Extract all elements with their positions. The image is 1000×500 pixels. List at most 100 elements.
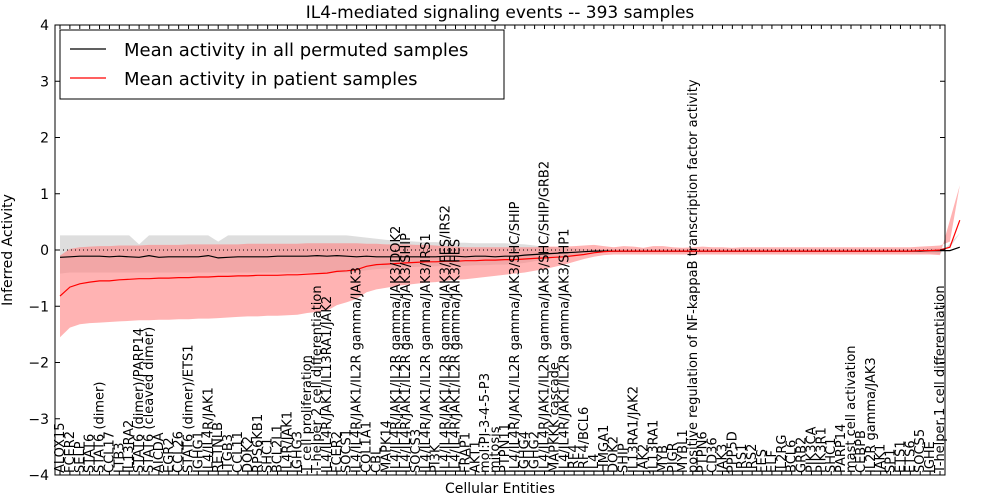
x-tick-label: PIGR xyxy=(666,442,681,473)
x-tick-label: T cell proliferation xyxy=(300,355,315,474)
x-tick-label: SHC1 xyxy=(261,438,276,473)
y-axis-label: Inferred Activity xyxy=(0,194,16,306)
x-tick-label: IL4/IL4R/JAK1/IL2R gamma/JAK3/FES xyxy=(449,239,464,473)
x-tick-label: IRF4 xyxy=(567,444,582,473)
x-tick-label: ALOX15 xyxy=(53,422,68,473)
y-tick-label: −4 xyxy=(28,468,49,484)
legend-label-permuted: Mean activity in all permuted samples xyxy=(124,40,468,61)
x-tick-label: MYBL1 xyxy=(676,429,691,473)
y-tick-label: 1 xyxy=(40,187,49,203)
x-tick-label: IL13RA1 xyxy=(646,420,661,473)
y-tick-label: −1 xyxy=(28,299,49,315)
x-tick-label: PIK3R1 xyxy=(814,427,829,473)
plot-frame xyxy=(54,24,946,476)
legend-box xyxy=(59,29,505,100)
lines-layer xyxy=(59,219,961,297)
y-tick-label: 2 xyxy=(40,131,49,147)
x-tick-label: CEBPB xyxy=(854,430,869,473)
x-tick-label: ETS1 xyxy=(893,440,908,473)
y-tick-label: 3 xyxy=(40,74,49,90)
x-tick-label: positive regulation of NF-kappaB transcr… xyxy=(686,79,701,473)
x-tick-label: IL4/IL4R/JAK1 xyxy=(201,387,216,473)
x-tick-label: SOCS5 xyxy=(913,429,928,473)
x-tick-label: CCL11 xyxy=(231,431,246,473)
x-tick-label: RETNLB xyxy=(211,422,226,473)
x-axis-label: Cellular Entities xyxy=(445,481,555,497)
bands-layer xyxy=(55,185,960,338)
x-tick-label: HMGA1 xyxy=(597,425,612,473)
x-tick-label: IL4R/JAK1 xyxy=(280,411,295,473)
x-tick-label: T-helper 2 cell differentiation xyxy=(310,285,325,474)
x-tick-label: CCL17 xyxy=(102,431,117,473)
x-tick-label: COL1A1 xyxy=(360,421,375,473)
x-tick-label: STAT6 (dimer)/PARP14 xyxy=(132,328,147,473)
x-tick-label: IL13RA2 xyxy=(122,420,137,473)
x-tick-label: MYB xyxy=(656,445,671,473)
x-tick-label: PIK3CA xyxy=(805,426,820,473)
legend: Mean activity in all permuted samples Me… xyxy=(59,29,505,100)
x-tick-label: STAT6 (dimer)/ETS1 xyxy=(182,345,197,473)
x-tick-label: IGHE xyxy=(923,441,938,473)
x-tick-label: IL2R gamma/JAK3 xyxy=(864,357,879,473)
x-tick-label: IL2RG xyxy=(775,435,790,473)
x-tick-label: JAK1 xyxy=(874,444,889,474)
x-tick-label: FCER2 xyxy=(330,431,345,473)
x-tick-label: SP1 xyxy=(884,449,899,473)
x-tick-label: IRS2 xyxy=(745,444,760,473)
x-tick-label: IGHG3 xyxy=(290,431,305,473)
x-tick-label: EGR2 xyxy=(162,437,177,473)
x-tick-label: IL4/IL4R/JAK1/IL2R gamma/JAK3/FES/IRS2 xyxy=(439,205,454,473)
x-tick-label: PARP14 xyxy=(834,424,849,473)
x-tick-label: STAT6 (dimer) xyxy=(93,382,108,473)
x-tick-label: SOCS3 xyxy=(409,429,424,473)
x-tick-label: FRAP1 xyxy=(458,432,473,473)
x-tick-label: BCL6 xyxy=(785,440,800,473)
x-tick-label: PTPN11 xyxy=(498,423,513,473)
x-tick-label: mast cell activation xyxy=(844,345,859,473)
y-tick-label: 0 xyxy=(40,243,49,259)
x-tick-label: ITGB3 xyxy=(221,434,236,473)
x-tick-label: JAK3 xyxy=(716,444,731,474)
x-tick-label: IL4/IL4R/JAK1/IL2R gamma/JAK3/SHC/SHIP/G… xyxy=(538,161,553,473)
x-tick-label: MAPKKK cascade xyxy=(547,362,562,473)
x-tick-label: IGHG4 xyxy=(518,431,533,473)
chart-title: IL4-mediated signaling events -- 393 sam… xyxy=(306,3,695,23)
x-tick-label: LTB3 xyxy=(112,442,127,473)
x-tick-label: FES xyxy=(755,449,770,473)
x-tick-label: IL13RA1/JAK2 xyxy=(627,386,642,473)
x-tick-label: IRS1 xyxy=(735,444,750,473)
x-tick-label: ELF xyxy=(765,450,780,473)
ticks-layer: −4 −3 −2 −1 0 1 2 3 4 xyxy=(28,18,945,484)
x-tick-label: MAPK14 xyxy=(379,420,394,473)
x-tick-label: ETS6 xyxy=(903,440,918,473)
x-tick-label: IGHG1 xyxy=(191,431,206,473)
x-tick-label: IL4/IL4R/JAK1/IL2R gamma/JAK3/SHIP xyxy=(399,233,414,473)
x-tick-label: SHC1 xyxy=(824,438,839,473)
x-tick-label: RPS6KB1 xyxy=(251,414,266,473)
x-tick-label: CD36 xyxy=(706,437,721,473)
x-tick-label: JAK2 xyxy=(636,444,651,474)
x-tick-label: CBL xyxy=(369,447,384,473)
x-tick-label: SOCS1 xyxy=(340,429,355,473)
x-tick-label: CCL26 xyxy=(172,431,187,473)
band-patient xyxy=(60,185,960,338)
x-tick-label: DOK2 xyxy=(241,436,256,473)
x-tick-label: IL4/IL4R/JAK1/IL2R gamma/JAK3 xyxy=(350,267,365,473)
x-tick-label: SELP xyxy=(73,441,88,473)
x-tick-label: mitosis xyxy=(488,426,503,473)
x-tick-label: IL4/IL4R/JAK1/IL2R gamma/JAK3/DOK2 xyxy=(389,226,404,473)
x-tick-label: PTPN6 xyxy=(696,431,711,473)
x-tick-label: DOK2 xyxy=(607,436,622,473)
x-tick-label: IL4/IL4R/JAK1/IL13RA1/JAK2 xyxy=(320,296,335,473)
x-tick-label: FCER2 xyxy=(63,431,78,473)
x-tick-label: IL4 xyxy=(587,454,602,473)
x-tick-label: AICDA xyxy=(152,432,167,473)
x-tick-label: SHIP xyxy=(617,443,632,473)
x-tick-label: IGHG2 xyxy=(528,431,543,473)
series-line-patient xyxy=(59,219,961,297)
x-tick-label: GRB2 xyxy=(795,437,810,473)
x-tick-label: IL4/IL4R/JAK1/IL2R gamma/JAK3/SHC/SHIP xyxy=(508,201,523,473)
x-tick-label: T-helper 1 cell differentiation xyxy=(933,285,948,474)
